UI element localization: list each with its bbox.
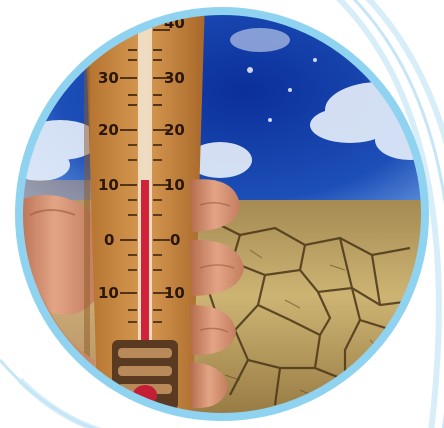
scale-label-left-10: 10	[98, 176, 119, 194]
scale-label-right-minus10: 10	[164, 284, 185, 302]
thermometer: 40 30 20 10 0 10 40 30 20 10 0 10	[84, 14, 205, 414]
scale-label-left-minus10: 10	[98, 284, 119, 302]
scale-label-right-20: 20	[164, 121, 185, 139]
scale-label-right-0: 0	[170, 231, 180, 249]
scale-label-left-0: 0	[104, 231, 114, 249]
circle-frame-ring	[15, 7, 429, 421]
fingers	[190, 179, 244, 409]
mercury-column	[141, 180, 149, 385]
scale-label-right-30: 30	[164, 69, 185, 87]
scale-label-left-40: 40	[98, 14, 119, 32]
scale-label-left-30: 30	[98, 69, 119, 87]
scale-ticks	[120, 29, 170, 323]
scale-label-left-20: 20	[98, 121, 119, 139]
scale-label-right-10: 10	[164, 176, 185, 194]
